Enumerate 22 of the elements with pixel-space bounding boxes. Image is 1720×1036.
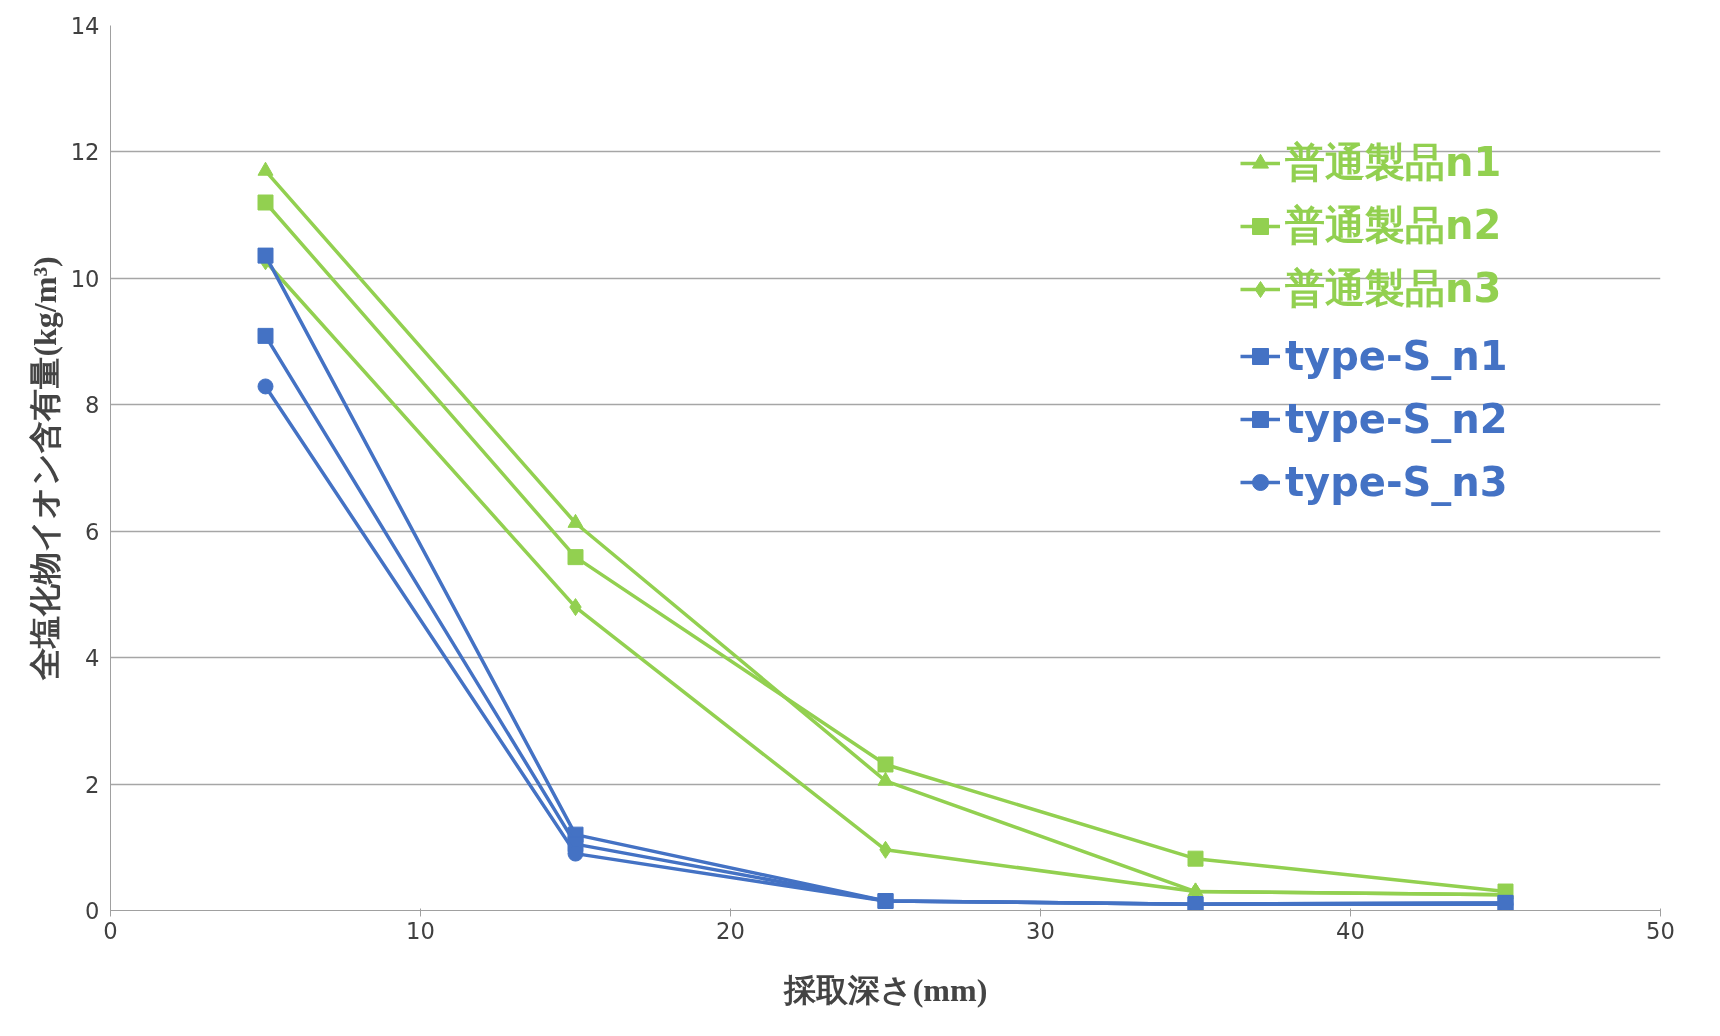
y-tick-label: 14 <box>70 13 100 39</box>
x-tick-label: 50 <box>1646 917 1675 944</box>
legend-label: 普通製品n1 <box>1285 138 1502 187</box>
x-axis-title: 採取深さ(mm) <box>782 971 988 1008</box>
x-tick-label: 30 <box>1026 917 1055 944</box>
legend-label: type-S_n1 <box>1285 333 1508 379</box>
y-tick-label: 10 <box>70 265 100 292</box>
x-tick-label: 40 <box>1336 917 1365 944</box>
y-tick-label: 12 <box>70 139 100 166</box>
y-tick-label: 4 <box>85 645 100 672</box>
x-tick-label: 0 <box>103 917 118 944</box>
x-tick-label: 20 <box>716 917 745 944</box>
legend-label: type-S_n3 <box>1285 459 1508 505</box>
y-tick-label: 6 <box>85 518 100 545</box>
y-tick-label: 8 <box>85 392 100 419</box>
legend-label: 普通製品n3 <box>1285 264 1502 313</box>
x-tick-label: 10 <box>406 917 435 944</box>
y-tick-label: 2 <box>85 771 100 798</box>
legend-label: 普通製品n2 <box>1285 201 1502 250</box>
y-axis-title: 全塩化物イオン含有量(kg/m³) <box>26 256 63 681</box>
legend-label: type-S_n2 <box>1285 396 1508 442</box>
y-tick-label: 0 <box>85 898 100 924</box>
